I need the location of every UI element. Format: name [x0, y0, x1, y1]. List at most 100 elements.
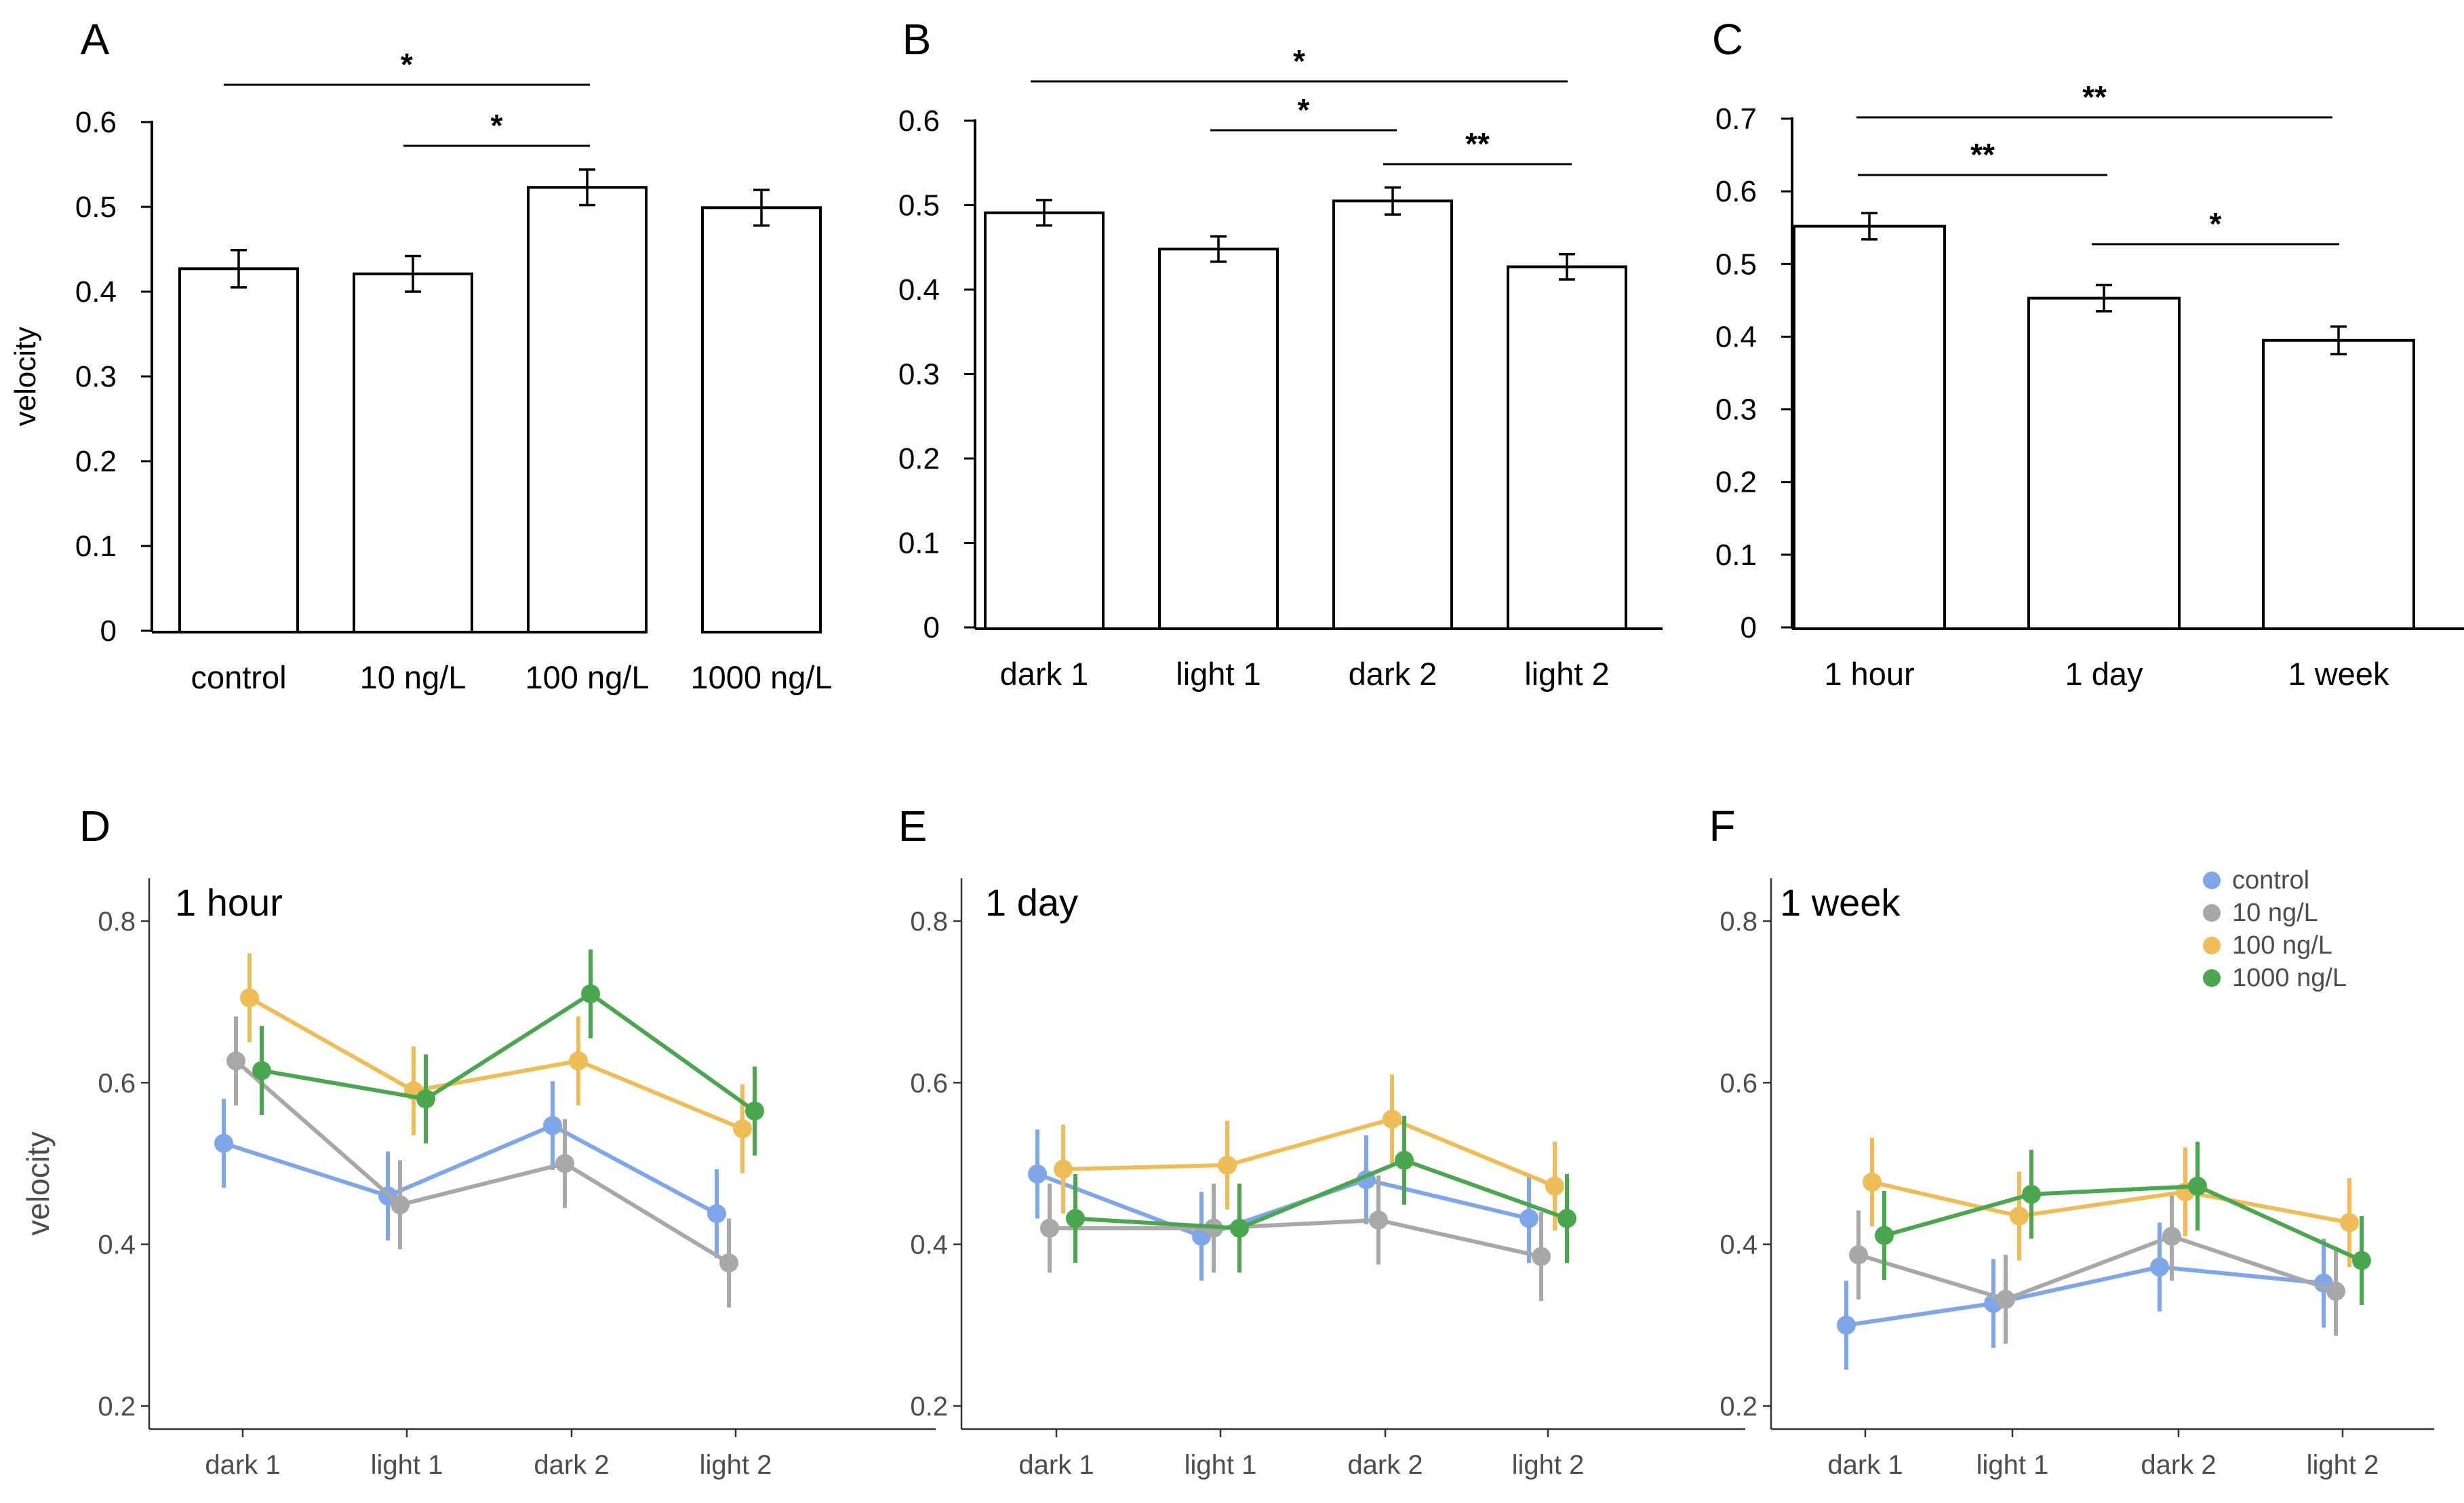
- legend: control 10 ng/L 100 ng/L 1000 ng/L: [2203, 866, 2347, 992]
- x-tick-label: dark 1: [205, 1450, 280, 1480]
- legend-marker: [2203, 904, 2221, 922]
- bar: [1507, 265, 1627, 630]
- bar: [2027, 296, 2181, 630]
- series-10-ng-l: [1849, 1192, 2345, 1344]
- series-line: [1050, 1217, 1542, 1259]
- series-100-ng-l: [1054, 1074, 1564, 1231]
- series-line: [1884, 1184, 2363, 1263]
- data-point: [2352, 1251, 2371, 1270]
- data-point: [733, 1119, 752, 1139]
- bar: [1332, 199, 1453, 630]
- y-axis-label: velocity: [9, 327, 42, 427]
- y-tick-label: 0.8: [1720, 907, 1757, 937]
- series-100-ng-l: [240, 953, 752, 1173]
- line-panel-f: F 1 week 0.2 0.4 0.6 0.8 dark 1 light 1 dark 2 li…: [1709, 802, 2434, 1480]
- x-tick-label: 10 ng/L: [360, 659, 466, 695]
- data-point: [1395, 1150, 1414, 1170]
- y-tick-label: 0.6: [75, 106, 117, 139]
- x-tick-label: dark 2: [1347, 1450, 1423, 1480]
- x-tick-label: light 1: [371, 1450, 443, 1480]
- data-point: [416, 1089, 435, 1109]
- legend-label: 1000 ng/L: [2232, 964, 2347, 992]
- panel-title: 1 hour: [175, 881, 283, 924]
- data-point: [2188, 1176, 2207, 1196]
- panel-title: 1 day: [985, 881, 1078, 924]
- bar: [178, 267, 299, 633]
- panel-letter: E: [898, 802, 928, 851]
- data-point: [240, 988, 259, 1008]
- bar-panel-c: C 0 0.1 0.2 0.3 0.4 0.5 0.6 0.7 1 hour 1 day 1 week…: [1712, 15, 2464, 692]
- data-point: [581, 984, 600, 1004]
- data-point: [1545, 1176, 1564, 1196]
- x-tick-label: light 2: [700, 1450, 772, 1480]
- y-tick-label: 0.3: [1715, 393, 1757, 427]
- data-point: [2010, 1206, 2029, 1226]
- series-control: [1837, 1222, 2333, 1370]
- bar: [527, 186, 648, 633]
- data-point: [1996, 1289, 2015, 1309]
- x-tick-label: light 2: [1512, 1450, 1585, 1480]
- series-line: [223, 1123, 718, 1216]
- x-tick-label: dark 2: [534, 1450, 609, 1480]
- y-tick-label: 0.6: [98, 1068, 136, 1098]
- data-point: [1837, 1315, 1856, 1335]
- series-control: [1028, 1129, 1538, 1281]
- data-point: [2150, 1257, 2169, 1277]
- data-point: [1532, 1247, 1551, 1266]
- y-tick-label: 0.3: [75, 360, 117, 393]
- series-10-ng-l: [1040, 1175, 1551, 1302]
- data-point: [2022, 1184, 2041, 1204]
- legend-marker: [2203, 937, 2221, 954]
- data-point: [1863, 1172, 1882, 1192]
- y-tick-label: 0.8: [98, 907, 136, 937]
- y-tick-label: 0.2: [910, 1392, 948, 1422]
- bar: [2262, 338, 2415, 630]
- data-point: [226, 1051, 245, 1071]
- y-tick-label: 0.4: [75, 275, 117, 309]
- data-point: [1028, 1164, 1047, 1184]
- significance-label: **: [2082, 79, 2107, 115]
- bar: [1158, 248, 1279, 630]
- panel-letter: B: [902, 15, 932, 64]
- series-10-ng-l: [226, 1016, 738, 1308]
- x-tick-label: light 1: [1976, 1450, 2049, 1480]
- data-point: [2162, 1226, 2181, 1246]
- panel-title: 1 week: [1780, 881, 1901, 924]
- bar: [701, 206, 822, 633]
- x-tick-label: dark 1: [1827, 1450, 1903, 1480]
- significance-label: **: [1465, 126, 1490, 161]
- data-point: [1557, 1209, 1576, 1228]
- y-tick-label: 0.4: [1720, 1230, 1757, 1260]
- y-tick-label: 0.2: [1720, 1392, 1757, 1422]
- significance-label: *: [2210, 206, 2222, 241]
- legend-label: control: [2232, 866, 2309, 895]
- y-tick-label: 0.1: [898, 527, 940, 560]
- bar: [1793, 225, 1946, 631]
- line-panel-e: E 1 day 0.2 0.4 0.6 0.8 dark 1 light 1 dark 2 lig…: [898, 802, 1745, 1480]
- bar: [984, 211, 1105, 630]
- data-point: [1849, 1245, 1868, 1265]
- y-tick-label: 0.4: [1715, 320, 1757, 353]
- x-tick-label: 1000 ng/L: [690, 659, 832, 695]
- data-point: [1066, 1209, 1085, 1228]
- x-tick-label: dark 1: [1000, 656, 1089, 692]
- y-tick-label: 0: [100, 614, 117, 648]
- bar-panel-b: B 0 0.1 0.2 0.3 0.4 0.5 0.6 dark 1 light 1 dark 2 l…: [898, 15, 1663, 692]
- x-tick-label: 100 ng/L: [525, 659, 650, 695]
- significance-label: **: [1970, 137, 1995, 172]
- data-point: [391, 1195, 410, 1215]
- y-tick-label: 0: [1741, 611, 1757, 644]
- x-tick-label: light 1: [1185, 1450, 1257, 1480]
- series-line: [1858, 1234, 2337, 1302]
- x-tick-label: light 1: [1176, 656, 1260, 692]
- line-panel-d: D 1 hour 0.2 0.4 0.6 0.8 dark 1 light 1 dark 2 li…: [20, 802, 936, 1480]
- y-tick-label: 0.2: [98, 1392, 136, 1422]
- data-point: [569, 1051, 588, 1071]
- data-point: [1383, 1109, 1402, 1129]
- y-tick-label: 0.2: [75, 445, 117, 478]
- series-line: [1846, 1265, 2324, 1327]
- data-point: [555, 1154, 574, 1173]
- y-tick-label: 0.6: [1715, 175, 1757, 208]
- y-tick-label: 0.6: [910, 1068, 948, 1098]
